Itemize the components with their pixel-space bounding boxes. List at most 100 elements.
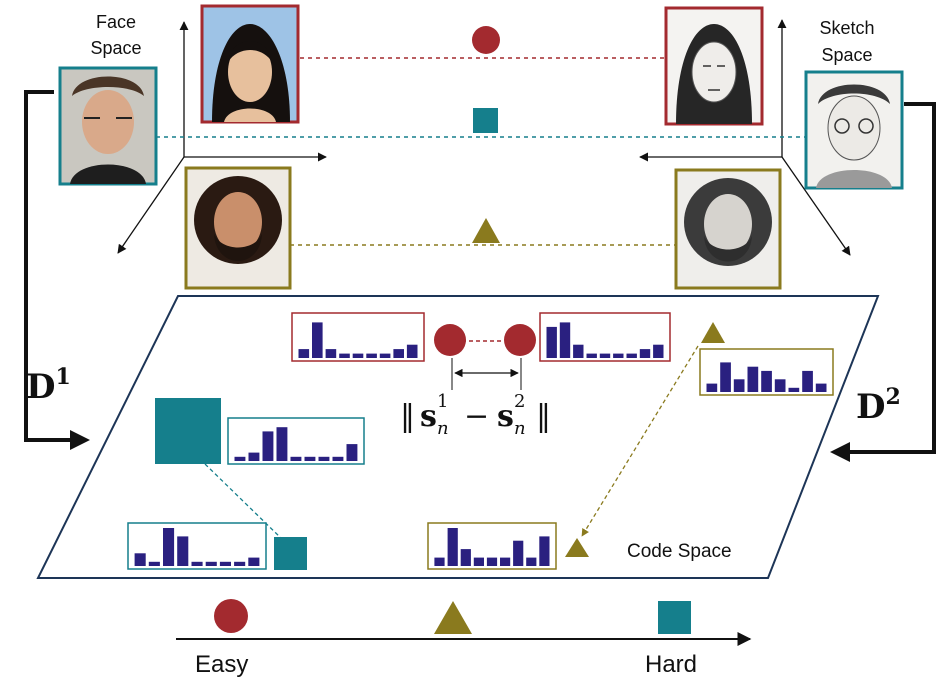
face-photo-female	[200, 4, 300, 124]
histogram-bar	[761, 370, 772, 392]
histogram-bar	[312, 322, 323, 358]
svg-text:n: n	[437, 418, 449, 439]
medium-triangle-marker	[434, 601, 472, 634]
histogram-bar	[815, 383, 827, 392]
histogram-bar	[177, 536, 189, 566]
histogram-face-teal-large	[234, 427, 358, 461]
histogram-bar	[626, 353, 637, 358]
histogram-face-red	[298, 322, 418, 358]
face-photo-male-glasses	[58, 66, 158, 186]
histogram-bar	[447, 528, 458, 566]
histogram-bar	[802, 370, 813, 392]
histogram-bar	[573, 344, 584, 358]
code-teal-square-large	[155, 398, 221, 464]
histogram-bar	[248, 452, 260, 461]
histogram-bar	[339, 353, 350, 358]
histogram-bar	[720, 362, 731, 392]
histogram-bar	[379, 353, 391, 358]
histogram-bar	[526, 557, 537, 566]
histogram-bar	[788, 387, 800, 392]
sketch-space-label-line2: Space	[821, 45, 872, 65]
histogram-bar	[346, 444, 358, 461]
face-photo-bearded	[184, 166, 292, 290]
histogram-sketch-olive	[706, 362, 827, 392]
sketch-space-label-line1: Sketch	[819, 18, 874, 38]
easy-label: Easy	[195, 651, 248, 678]
code-olive-triangle-sketch	[701, 322, 725, 343]
face-space-label-line1: Face	[96, 12, 136, 32]
code-space-label: Code Space	[627, 541, 732, 562]
svg-text:s: s	[420, 399, 437, 434]
histogram-bar	[234, 456, 246, 461]
histogram-bar	[163, 528, 175, 566]
olive-triangle-marker	[472, 218, 500, 243]
svg-text:‖: ‖	[400, 399, 415, 434]
histogram-bar	[546, 326, 557, 358]
red-circle-marker	[472, 26, 500, 54]
hard-label: Hard	[645, 651, 697, 678]
histogram-bar	[639, 349, 651, 358]
face-space-axes	[117, 21, 327, 254]
histogram-bar	[298, 349, 310, 358]
face-space-label-line2: Space	[90, 38, 141, 58]
code-red-circle-sketch	[504, 324, 536, 356]
code-olive-triangle-face	[565, 538, 589, 557]
hist-frame-face-teal-small	[127, 522, 267, 570]
histogram-bar	[599, 353, 611, 358]
histogram-bar	[332, 456, 344, 461]
sketch-bearded	[674, 168, 782, 290]
distance-formula: ‖ s 1 n − s 2 n ‖	[400, 391, 551, 439]
svg-text:n: n	[514, 418, 526, 439]
teal-square-marker	[473, 108, 498, 133]
histogram-bar	[248, 557, 260, 566]
histogram-bar	[473, 557, 484, 566]
sketch-space-axes	[639, 19, 851, 256]
histogram-bar	[325, 349, 337, 358]
histogram-bar	[513, 540, 524, 566]
histogram-bar	[276, 427, 288, 461]
histogram-bar	[539, 536, 550, 566]
svg-text:−: −	[464, 399, 489, 434]
histogram-bar	[191, 561, 203, 566]
svg-text:2: 2	[514, 391, 525, 412]
histogram-bar	[393, 349, 404, 358]
histogram-bar	[148, 561, 160, 566]
histogram-bar	[486, 557, 498, 566]
d2-label: D2	[856, 384, 901, 427]
d1-mapping-arrow	[24, 90, 90, 450]
histogram-face-olive	[434, 528, 550, 566]
histogram-bar	[352, 353, 364, 358]
histogram-bar	[733, 379, 745, 392]
sketch-female	[664, 6, 764, 126]
histogram-bar	[774, 379, 786, 392]
histogram-bar	[134, 553, 146, 566]
histogram-bar	[318, 456, 330, 461]
histogram-bar	[234, 561, 246, 566]
code-teal-square-small	[274, 537, 307, 570]
histogram-bar	[460, 549, 471, 566]
sketch-male-glasses	[804, 70, 904, 190]
svg-text:1: 1	[437, 391, 448, 412]
svg-text:‖: ‖	[536, 399, 551, 434]
histogram-bar	[406, 344, 418, 358]
histogram-bar	[559, 322, 571, 358]
histogram-bar	[500, 557, 511, 566]
olive-code-dashed-line	[581, 345, 699, 537]
histogram-bar	[304, 456, 316, 461]
histogram-bar	[653, 344, 664, 358]
histogram-face-teal-small	[134, 528, 260, 566]
histogram-bar	[366, 353, 377, 358]
histogram-bar	[262, 431, 274, 461]
histogram-bar	[586, 353, 597, 358]
code-red-circle-face	[434, 324, 466, 356]
d1-label: D1	[26, 364, 71, 407]
svg-text:s: s	[497, 399, 514, 434]
histogram-bar	[706, 383, 718, 392]
d2-mapping-arrow	[830, 102, 936, 462]
easy-circle-marker	[214, 599, 248, 633]
hard-square-marker	[658, 601, 691, 634]
histogram-bar	[434, 557, 445, 566]
histogram-bar	[219, 561, 231, 566]
histogram-bar	[747, 366, 759, 392]
